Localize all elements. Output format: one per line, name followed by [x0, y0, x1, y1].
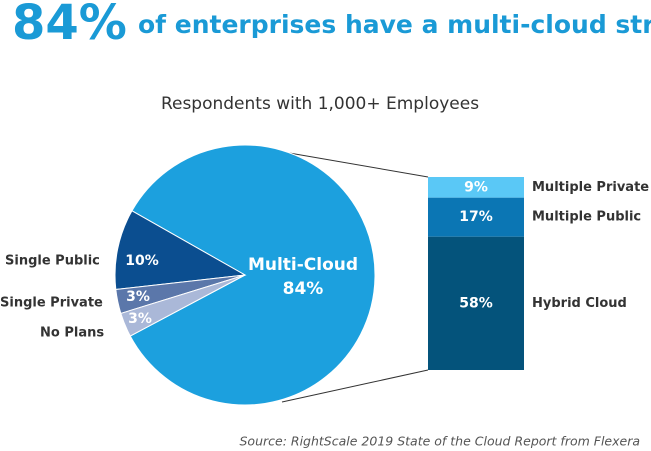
category-label: No Plans: [40, 326, 104, 341]
connector: [281, 369, 429, 403]
bar-segment: [428, 197, 524, 237]
bar-segment: [428, 177, 524, 198]
pie-slice: [120, 274, 246, 337]
value-label: 84%: [283, 279, 324, 299]
category-label: Single Private: [0, 296, 103, 311]
value-label: 10%: [125, 253, 159, 269]
category-label: Single Public: [5, 254, 100, 269]
headline-number: 84%: [12, 0, 127, 51]
chart-title: of enterprises have a multi-cloud strate…: [138, 10, 651, 39]
subtitle: Respondents with 1,000+ Employees: [161, 94, 479, 114]
category-label: Multiple Public: [532, 210, 641, 225]
category-label: Hybrid Cloud: [532, 296, 627, 311]
headline: 84% of enterprises have a multi-cloud st…: [12, 0, 651, 51]
value-label: 17%: [459, 209, 493, 225]
value-label: 3%: [128, 311, 152, 327]
value-label: 58%: [459, 295, 493, 311]
bar-segment: [428, 236, 524, 370]
connector: [271, 149, 429, 178]
source: Source: RightScale 2019 State of the Clo…: [240, 434, 641, 449]
pie-slice: [129, 144, 376, 406]
category-label: Multi-Cloud: [248, 255, 358, 275]
value-label: 3%: [126, 289, 150, 305]
pie-slice: [114, 210, 247, 291]
category-label: Multiple Private: [532, 180, 649, 195]
value-label: 9%: [464, 179, 488, 195]
